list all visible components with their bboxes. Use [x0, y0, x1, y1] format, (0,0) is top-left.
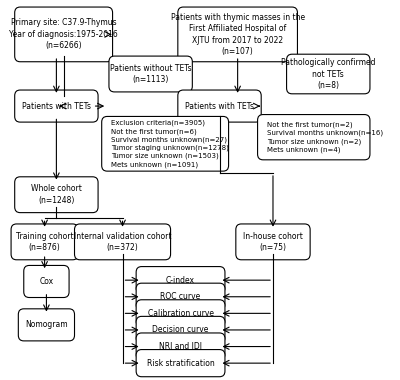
- FancyBboxPatch shape: [136, 317, 225, 344]
- FancyBboxPatch shape: [15, 90, 98, 122]
- FancyBboxPatch shape: [136, 267, 225, 294]
- FancyBboxPatch shape: [11, 224, 78, 260]
- FancyBboxPatch shape: [15, 7, 112, 62]
- Text: Primary site: C37.9-Thymus
Year of diagnosis:1975-2016
(n=6266): Primary site: C37.9-Thymus Year of diagn…: [9, 19, 118, 50]
- Text: Exclusion criteria(n=3905)
Not the first tumor(n=6)
Survival months unknown(n=27: Exclusion criteria(n=3905) Not the first…: [112, 120, 229, 168]
- FancyBboxPatch shape: [136, 300, 225, 327]
- Text: Patients without TETs
(n=1113): Patients without TETs (n=1113): [110, 64, 192, 84]
- FancyBboxPatch shape: [109, 56, 192, 92]
- FancyBboxPatch shape: [136, 350, 225, 377]
- FancyBboxPatch shape: [136, 333, 225, 360]
- FancyBboxPatch shape: [24, 266, 69, 298]
- Text: Pathologically confirmed
not TETs
(n=8): Pathologically confirmed not TETs (n=8): [281, 58, 376, 90]
- Text: Whole cohort
(n=1248): Whole cohort (n=1248): [31, 185, 82, 205]
- FancyBboxPatch shape: [102, 116, 228, 171]
- Text: Cox: Cox: [39, 277, 54, 286]
- FancyBboxPatch shape: [236, 224, 310, 260]
- Text: Nomogram: Nomogram: [25, 320, 68, 329]
- Text: Decision curve: Decision curve: [152, 325, 209, 334]
- FancyBboxPatch shape: [258, 114, 370, 160]
- Text: Risk stratification: Risk stratification: [147, 359, 214, 367]
- FancyBboxPatch shape: [286, 54, 370, 94]
- Text: C-index: C-index: [166, 276, 195, 285]
- FancyBboxPatch shape: [15, 177, 98, 213]
- Text: Training cohort
(n=876): Training cohort (n=876): [16, 232, 74, 252]
- Text: Calibration curve: Calibration curve: [148, 309, 214, 318]
- Text: Patients with thymic masses in the
First Affiliated Hospital of
XJTU from 2017 t: Patients with thymic masses in the First…: [170, 13, 305, 56]
- Text: Not the first tumor(n=2)
Survival months unknown(n=16)
Tumor size unknown (n=2)
: Not the first tumor(n=2) Survival months…: [267, 122, 384, 153]
- Text: Internal validation cohort
(n=372): Internal validation cohort (n=372): [74, 232, 171, 252]
- FancyBboxPatch shape: [74, 224, 170, 260]
- Text: ROC curve: ROC curve: [160, 292, 201, 301]
- FancyBboxPatch shape: [18, 309, 74, 341]
- Text: Patients with TETs: Patients with TETs: [185, 101, 254, 111]
- Text: Patients with TETs: Patients with TETs: [22, 101, 91, 111]
- Text: NRI and IDI: NRI and IDI: [159, 342, 202, 351]
- FancyBboxPatch shape: [178, 7, 298, 62]
- FancyBboxPatch shape: [178, 90, 261, 122]
- Text: In-house cohort
(n=75): In-house cohort (n=75): [243, 232, 303, 252]
- FancyBboxPatch shape: [136, 283, 225, 310]
